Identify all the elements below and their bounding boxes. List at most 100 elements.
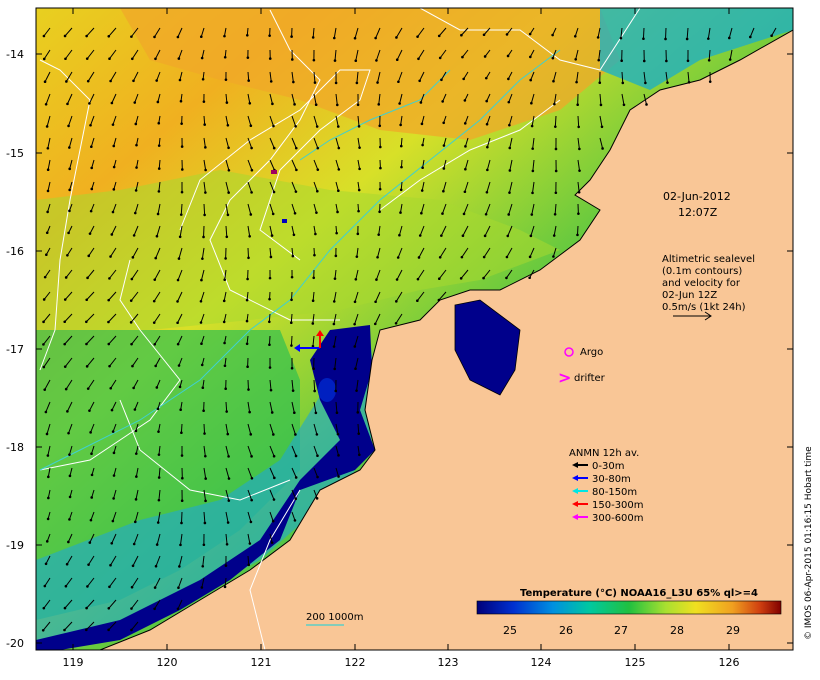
velocity-arrow [177,335,183,345]
velocity-arrow [532,159,535,171]
velocity-arrow-head [200,363,204,367]
velocity-arrow-head [157,430,160,433]
velocity-arrow [112,115,117,125]
velocity-arrow [224,269,227,280]
velocity-arrow-head [353,36,357,40]
velocity-arrow-head [156,407,160,411]
cold-eddy [318,378,336,402]
argo-marker-small [282,219,287,223]
velocity-arrow-head [460,255,464,259]
velocity-arrow [47,181,51,192]
velocity-arrow-head [249,433,253,436]
velocity-arrow-head [249,520,253,524]
anmn-legend-item: 80-150m [592,487,637,498]
velocity-arrow-head [528,255,532,259]
velocity-arrow-head [245,342,249,346]
velocity-arrow-head [531,169,535,173]
velocity-arrow [225,93,228,103]
velocity-arrow [225,159,230,171]
velocity-arrow-head [227,499,231,502]
velocity-arrow-head [153,278,157,281]
velocity-arrow-head [485,122,489,126]
velocity-arrow-head [63,606,67,610]
velocity-arrow-head [154,564,158,568]
velocity-arrow-head [111,123,115,126]
velocity-arrow-head [86,276,89,280]
velocity-arrow-head [176,278,180,282]
velocity-arrow [43,291,51,300]
velocity-arrow-head [459,277,463,280]
velocity-arrow-head [249,124,253,128]
velocity-arrow [154,27,161,38]
velocity-arrow-head [247,563,251,567]
velocity-arrow-head [685,37,689,41]
velocity-arrow [113,467,117,476]
velocity-arrow [132,555,139,566]
velocity-arrow [400,137,403,147]
velocity-arrow [378,225,381,235]
velocity-arrow [354,27,359,39]
velocity-arrow-head [358,146,361,149]
velocity-arrow [223,291,227,301]
velocity-arrow-head [199,300,203,303]
velocity-arrow-head [176,35,180,39]
velocity-arrow [268,313,271,322]
velocity-arrow [64,291,73,300]
velocity-arrow [153,291,161,302]
velocity-arrow-head [129,321,133,324]
velocity-arrow [438,269,447,279]
velocity-arrow [377,247,381,258]
velocity-arrow [529,247,535,258]
velocity-arrow-head [553,212,557,216]
velocity-arrow-head [224,78,228,81]
velocity-arrow-head [597,58,601,62]
velocity-arrow [357,115,360,127]
velocity-arrow-head [353,345,357,348]
velocity-arrow-head [417,57,420,61]
velocity-arrow [225,489,230,501]
velocity-arrow-head [311,344,315,348]
velocity-arrow [574,27,579,37]
y-tick-label: -15 [6,147,24,160]
velocity-arrow [438,27,447,37]
velocity-arrow [85,313,95,323]
velocity-arrow [599,137,604,149]
velocity-arrow [111,401,117,411]
velocity-arrow [354,291,359,302]
velocity-arrow-head [294,476,298,479]
velocity-arrow-head [315,125,319,128]
velocity-arrow-head [374,36,377,40]
velocity-arrow [576,225,579,235]
velocity-arrow-head [397,80,400,84]
velocity-arrow [225,225,228,237]
velocity-arrow [335,423,339,435]
velocity-arrow [42,621,51,631]
velocity-arrow [355,269,359,280]
land [100,30,793,650]
velocity-arrow-head [601,147,604,150]
velocity-arrow-head [353,322,356,326]
velocity-arrow [598,49,601,61]
y-tick-label: -18 [6,441,24,454]
velocity-arrow-head [552,79,555,83]
velocity-arrow [179,533,183,545]
velocity-arrow-head [272,498,276,501]
velocity-arrow-head [250,476,254,480]
velocity-arrow-head [42,34,46,38]
velocity-arrow [43,27,51,37]
velocity-arrow [64,357,73,367]
velocity-arrow-head [399,123,402,127]
velocity-arrow-head [271,519,275,523]
velocity-arrow [354,335,359,347]
velocity-arrow [509,159,513,171]
velocity-arrow [88,93,95,104]
velocity-arrow-head [440,78,443,82]
velocity-arrow [156,379,161,388]
velocity-arrow [89,225,95,234]
velocity-arrow-head [334,254,338,258]
velocity-arrow-head [155,234,159,238]
velocity-arrow-head [227,146,230,150]
velocity-arrow-head [107,298,110,302]
velocity-arrow [599,93,602,105]
velocity-arrow [155,357,161,367]
